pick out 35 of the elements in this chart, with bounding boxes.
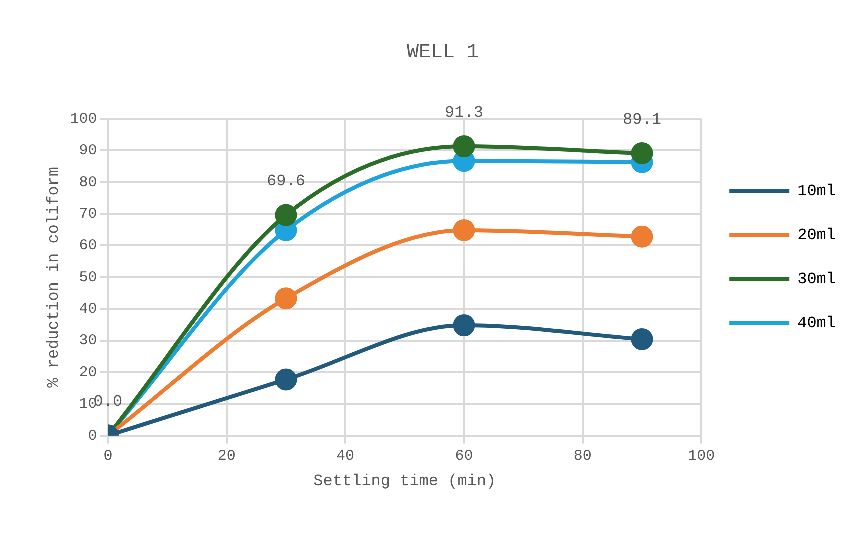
point [275,368,298,391]
y-tick-label: 100 [70,110,98,128]
y-tick-label: 20 [79,364,98,382]
x-tick-label: 20 [218,448,236,465]
point [631,142,654,165]
y-tick-label: 40 [79,301,98,318]
point [275,288,298,310]
legend-label: 10ml [798,182,836,201]
y-tick-label: 80 [79,174,98,192]
point [453,136,476,158]
y-tick-label: 0 [88,428,98,445]
x-tick-label: 60 [455,448,474,465]
data-label: 91.3 [445,104,484,122]
y-tick-label: 30 [79,332,98,350]
y-tick-label: 50 [79,269,98,286]
point [453,314,476,337]
legend-label: 20ml [798,226,836,245]
y-tick-label: 60 [79,238,98,255]
data-label: 69.6 [267,172,306,191]
point [453,220,476,242]
x-axis-title: Settling time (min) [314,472,496,491]
x-tick-label: 100 [688,448,716,465]
chart-title: WELL 1 [406,41,480,64]
x-tick-label: 80 [574,448,592,465]
point [631,328,654,350]
x-tick-label: 40 [336,448,355,465]
data-label: 89.1 [623,110,662,129]
legend-label: 30ml [798,270,836,289]
x-tick-label: 0 [104,448,113,465]
y-tick-label: 90 [79,142,98,160]
legend-label: 40ml [798,314,836,333]
point [275,204,298,226]
point [631,226,654,248]
y-axis-title: % reduction in coliform [44,166,63,388]
y-tick-label: 70 [79,206,98,224]
